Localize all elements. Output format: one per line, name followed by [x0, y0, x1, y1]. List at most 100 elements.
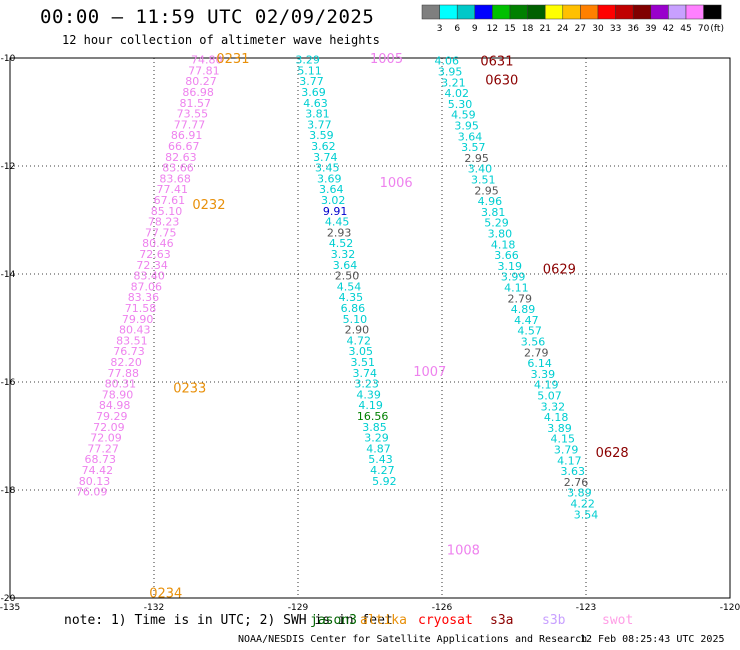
wave-height-label: 6.14	[527, 357, 552, 370]
wave-height-label: 80.43	[119, 324, 151, 337]
wave-height-label: 2.95	[474, 184, 499, 197]
wave-height-label: 2.76	[564, 476, 589, 489]
wave-height-label: 6.86	[341, 302, 366, 315]
wave-height-label: 3.51	[350, 356, 375, 369]
wave-height-label: 77.81	[188, 64, 220, 77]
wave-height-label: 5.92	[372, 475, 397, 488]
wave-height-label: 4.27	[370, 464, 395, 477]
colorbar-label: 45	[680, 24, 691, 34]
figure-title: 00:00 – 11:59 UTC 02/09/2025	[40, 6, 375, 28]
wave-height-label: 74.80	[191, 54, 223, 67]
legend-cryosat: cryosat	[418, 613, 473, 628]
wave-height-label: 4.19	[358, 399, 383, 412]
wave-height-label: 3.77	[307, 118, 332, 131]
colorbar-label: 27	[575, 24, 586, 34]
wave-height-label: 83.36	[128, 291, 160, 304]
wave-height-label: 4.63	[303, 97, 328, 110]
wave-height-label: 4.17	[557, 454, 582, 467]
wave-height-label: 3.63	[560, 465, 585, 478]
wave-height-label: 82.20	[110, 356, 142, 369]
wave-height-label: 3.80	[488, 228, 513, 241]
lon-tick-label: -132	[144, 603, 164, 613]
wave-height-label: 3.69	[301, 86, 326, 99]
wave-height-label: 79.29	[96, 410, 128, 423]
colorbar-label: 33	[610, 24, 621, 34]
colorbar-label: 24	[557, 24, 569, 34]
wave-height-label: 3.64	[458, 130, 483, 143]
wave-height-label: 84.98	[99, 399, 131, 412]
wave-height-label: 2.50	[335, 270, 360, 283]
wave-height-label: 74.42	[82, 464, 114, 477]
wave-height-label: 4.57	[517, 325, 542, 338]
wave-height-label: 4.02	[444, 87, 469, 100]
pass-time-label: 1007	[413, 365, 446, 380]
wave-height-label: 4.72	[347, 334, 372, 347]
wave-height-label: 2.90	[345, 324, 370, 337]
wave-height-label: 3.99	[501, 271, 526, 284]
lon-tick-label: -135	[0, 603, 20, 613]
wave-height-label: 4.35	[339, 291, 364, 304]
pass-time-label: 0628	[596, 446, 629, 461]
wave-height-label: 76.09	[76, 486, 108, 499]
wave-height-label: 4.89	[511, 303, 536, 316]
wave-height-label: 3.95	[438, 66, 463, 79]
wave-height-label: 3.54	[574, 508, 599, 521]
wave-height-label: 5.07	[537, 390, 562, 403]
wave-height-label: 72.34	[136, 259, 168, 272]
wave-height-label: 87.06	[131, 280, 163, 293]
colorbar-unit: (ft)	[710, 24, 724, 34]
wave-height-label: 3.89	[567, 487, 592, 500]
wave-height-label: 4.22	[570, 498, 595, 511]
legend-altika: altika	[360, 613, 407, 628]
legend-jason3: jason3	[310, 613, 357, 628]
wave-height-label: 5.10	[343, 313, 368, 326]
wave-height-label: 4.96	[478, 195, 503, 208]
wave-height-label: 2.79	[507, 292, 532, 305]
wave-height-label: 68.73	[84, 453, 116, 466]
wave-height-label: 3.51	[471, 174, 496, 187]
wave-height-label: 4.54	[337, 280, 362, 293]
wave-height-label: 80.13	[79, 475, 111, 488]
wave-height-label: 3.56	[521, 336, 546, 349]
wave-height-label: 3.77	[299, 75, 324, 88]
wave-height-label: 3.64	[333, 259, 358, 272]
wave-height-label: 2.93	[327, 226, 352, 239]
lat-tick-label: -20	[1, 594, 16, 604]
pass-time-label: 1005	[370, 52, 403, 67]
wave-height-label: 3.79	[554, 444, 579, 457]
wave-height-label: 72.63	[139, 248, 171, 261]
colorbar-label: 30	[592, 24, 604, 34]
lat-tick-label: -12	[1, 162, 16, 172]
wave-height-label: 3.85	[362, 421, 387, 434]
wave-height-label: 4.18	[491, 238, 516, 251]
footer-credit: NOAA/NESDIS Center for Satellite Applica…	[238, 634, 588, 645]
wave-height-label: 3.66	[494, 249, 519, 262]
colorbar: 3 6 9 12 15 18 21 24 27 30 33 36 39 42 45 70 (ft)	[421, 4, 724, 34]
colorbar-swatch	[703, 4, 722, 20]
wave-height-label: 72.09	[90, 432, 122, 445]
colorbar-label: 18	[522, 24, 534, 34]
wave-height-label: 4.15	[551, 433, 576, 446]
legend-swot: swot	[602, 613, 634, 628]
wave-height-label: 85.10	[151, 205, 183, 218]
wave-height-label: 78.23	[148, 216, 180, 229]
wave-height-label: 3.74	[313, 151, 338, 164]
wave-height-label: 5.11	[297, 64, 322, 77]
colorbar-label: 12	[487, 24, 498, 34]
wave-height-label: 77.88	[108, 367, 140, 380]
pass-time-label: 0630	[485, 74, 518, 89]
wave-height-label: 80.27	[185, 75, 217, 88]
wave-height-label: 9.91	[323, 205, 348, 218]
wave-height-label: 4.52	[329, 237, 354, 250]
wave-height-label: 81.57	[180, 97, 212, 110]
wave-height-label: 82.63	[165, 151, 197, 164]
pass-time-label: 0233	[173, 381, 206, 396]
wave-height-label: 3.21	[441, 76, 466, 89]
wave-height-label: 3.39	[531, 368, 556, 381]
wave-height-label: 4.39	[356, 388, 381, 401]
wave-height-label: 3.64	[319, 183, 344, 196]
wave-height-label: 77.41	[156, 183, 188, 196]
map-frame	[9, 57, 731, 599]
lon-tick-label: -120	[720, 603, 740, 613]
